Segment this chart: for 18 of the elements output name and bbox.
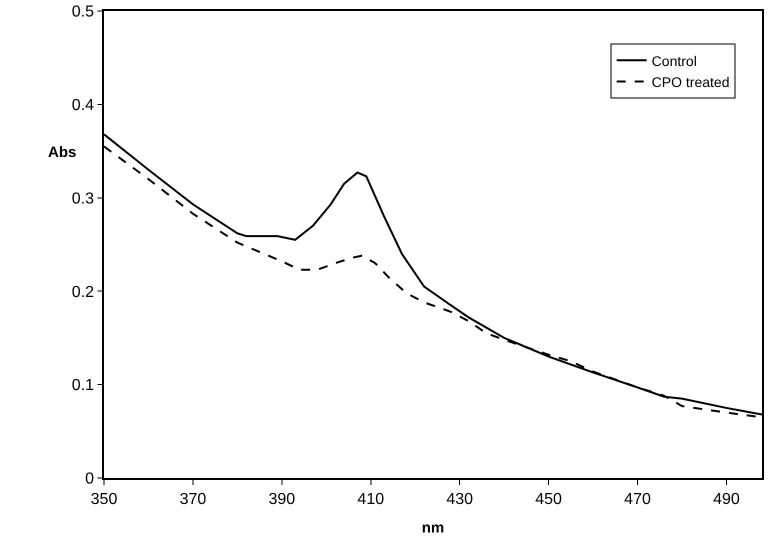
x-tick-label: 350 — [90, 490, 118, 508]
legend-label: CPO treated — [652, 74, 730, 90]
x-tick-label: 390 — [268, 490, 296, 508]
x-tick-label: 470 — [624, 490, 651, 508]
x-tick-label: 410 — [357, 490, 384, 508]
x-tick-label: 450 — [535, 490, 562, 508]
x-tick-label: 490 — [713, 490, 740, 508]
y-tick-label: 0.3 — [72, 190, 94, 208]
y-tick-label: 0.4 — [72, 97, 94, 114]
y-axis-title: Abs — [48, 144, 76, 161]
x-tick-label: 370 — [180, 490, 206, 508]
legend-label: Control — [652, 52, 697, 69]
y-tick-label: 0.1 — [72, 377, 94, 394]
y-tick-label: 0 — [85, 470, 94, 488]
x-axis-title: nm — [422, 519, 444, 536]
y-tick-label: 0.2 — [72, 284, 94, 301]
y-tick-label: 0.5 — [72, 4, 94, 21]
x-tick-label: 430 — [446, 490, 474, 508]
